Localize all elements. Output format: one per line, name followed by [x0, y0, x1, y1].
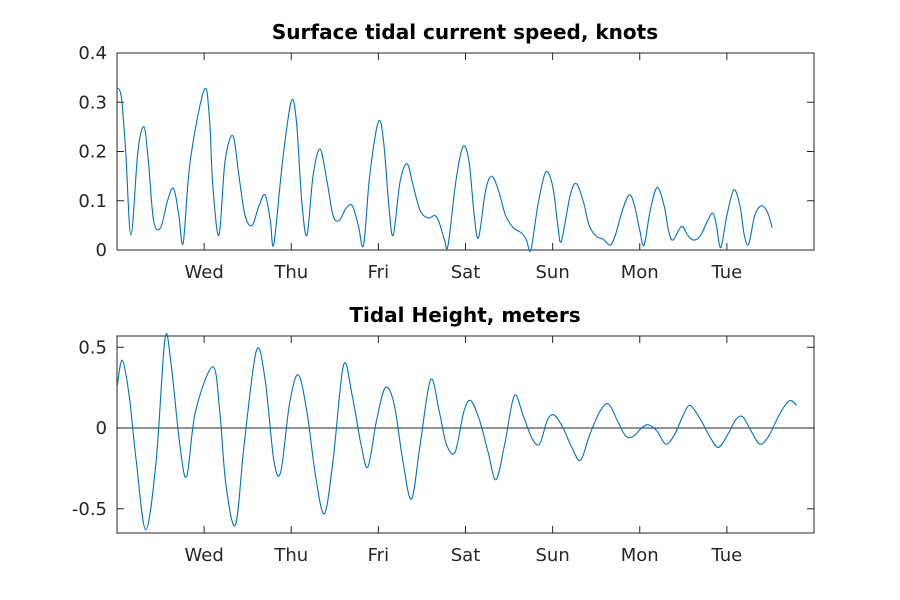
- current-speed-title: Surface tidal current speed, knots: [272, 20, 658, 44]
- tidal-height-series-layer: [116, 333, 814, 531]
- current-speed-y-tick-label: 0: [96, 240, 107, 261]
- current-speed-series-layer: [116, 87, 773, 252]
- current-speed-series-line: [116, 87, 773, 252]
- current-speed-axes-box: [116, 52, 815, 251]
- tidal-height-axes-box: [116, 335, 815, 534]
- current-speed-y-ticks: 0 0.1 0.2 0.3 0.4: [78, 43, 814, 261]
- current-speed-y-tick-label: 0.3: [78, 92, 107, 113]
- current-speed-x-tick-label: Wed: [185, 262, 224, 283]
- tidal-height-x-tick-label: Mon: [621, 545, 659, 566]
- tidal-height-x-tick-label: Fri: [368, 545, 389, 566]
- current-speed-y-tick-label: 0.4: [78, 43, 107, 64]
- tidal-height-x-tick-label: Sat: [451, 545, 481, 566]
- current-speed-panel: Surface tidal current speed, knots Wed Th…: [78, 20, 815, 283]
- tidal-height-series-line: [116, 333, 797, 531]
- tidal-height-panel: Tidal Height, meters Wed Thu Fri Sat Sun Mon T…: [72, 303, 815, 566]
- tidal-height-y-tick-label: -0.5: [72, 499, 107, 520]
- current-speed-x-tick-label: Sun: [536, 262, 570, 283]
- current-speed-y-tick-label: 0.1: [78, 191, 107, 212]
- tidal-height-x-tick-label: Thu: [273, 545, 308, 566]
- current-speed-x-tick-label: Tue: [711, 262, 743, 283]
- current-speed-x-tick-label: Fri: [368, 262, 389, 283]
- tidal-height-y-tick-label: 0.5: [78, 337, 107, 358]
- tidal-height-y-tick-label: 0: [96, 418, 107, 439]
- tidal-height-y-ticks: -0.5 0 0.5: [72, 337, 814, 520]
- tidal-height-x-tick-label: Sun: [536, 545, 570, 566]
- current-speed-y-tick-label: 0.2: [78, 142, 107, 163]
- tidal-height-x-tick-label: Tue: [711, 545, 743, 566]
- current-speed-x-ticks: Wed Thu Fri Sat Sun Mon Tue: [185, 53, 743, 283]
- current-speed-x-tick-label: Thu: [273, 262, 308, 283]
- tidal-height-title: Tidal Height, meters: [349, 303, 580, 327]
- current-speed-x-tick-label: Mon: [621, 262, 659, 283]
- current-speed-x-tick-label: Sat: [451, 262, 481, 283]
- tidal-height-x-tick-label: Wed: [185, 545, 224, 566]
- tidal-height-x-ticks: Wed Thu Fri Sat Sun Mon Tue: [185, 336, 743, 566]
